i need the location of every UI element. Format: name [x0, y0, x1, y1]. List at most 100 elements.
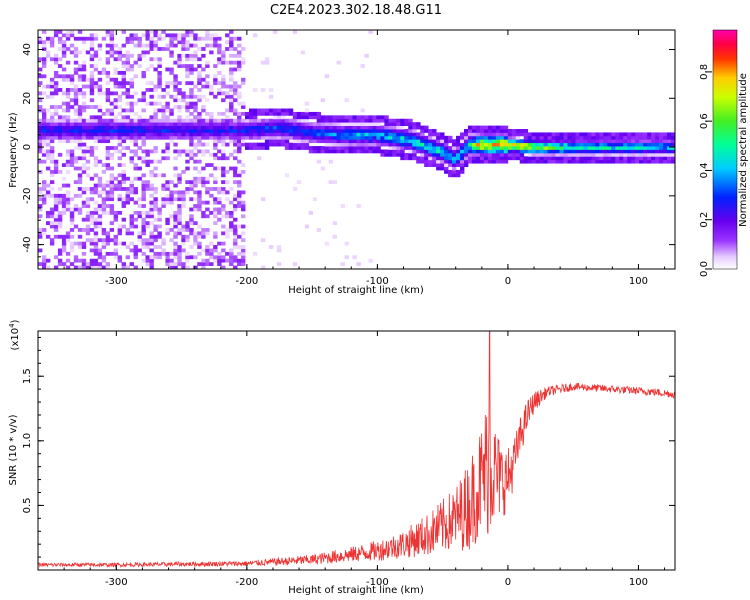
heatmap-cell [463, 142, 469, 147]
heatmap-cell [185, 43, 190, 48]
heatmap-cell [137, 214, 142, 219]
heatmap-cell [205, 74, 210, 79]
heatmap-cell [109, 43, 115, 48]
heatmap-cell [352, 125, 357, 130]
heatmap-cell [161, 173, 166, 178]
heatmap-cell [225, 180, 230, 185]
heatmap-cell [388, 149, 393, 154]
heatmap-cell [65, 234, 71, 239]
heatmap-cell [527, 156, 533, 161]
heatmap-cell [372, 146, 377, 150]
heatmap-cell [519, 149, 525, 154]
heatmap-cell [475, 139, 481, 144]
heatmap-cell [185, 258, 190, 263]
heatmap-cell [619, 135, 624, 140]
heatmap-cell [205, 142, 210, 147]
heatmap-cell [85, 84, 91, 89]
heatmap-cell [599, 132, 604, 137]
heatmap-cell [161, 111, 166, 116]
heatmap-cell [487, 146, 493, 150]
heatmap-cell [141, 197, 146, 202]
heatmap-cell [133, 91, 138, 96]
heatmap-cell [117, 122, 123, 126]
heatmap-cell [591, 132, 596, 137]
heatmap-cell [324, 125, 330, 130]
heatmap-cell [177, 108, 182, 113]
heatmap-cell [479, 156, 485, 161]
heatmap-cell [65, 197, 71, 202]
heatmap-cell [137, 98, 142, 103]
heatmap-cell [97, 193, 103, 198]
heatmap-cell [491, 146, 497, 150]
heatmap-cell [304, 125, 310, 130]
heatmap-cell [41, 135, 47, 140]
heatmap-cell [181, 132, 186, 137]
heatmap-cell [69, 33, 75, 38]
heatmap-cell [384, 122, 389, 126]
heatmap-cell [157, 173, 162, 178]
heatmap-cell [221, 81, 226, 86]
heatmap-cell [77, 132, 83, 137]
heatmap-cell [109, 251, 115, 256]
heatmap-cell [161, 108, 166, 113]
heatmap-cell [519, 156, 525, 161]
heatmap-cell [89, 265, 95, 269]
heatmap-cell [467, 149, 473, 154]
heatmap-cell [631, 152, 636, 157]
heatmap-cell [300, 129, 306, 133]
heatmap-cell [221, 224, 226, 229]
heatmap-cell [607, 142, 612, 147]
heatmap-cell [308, 125, 314, 130]
heatmap-cell [328, 159, 334, 164]
heatmap-cell [157, 57, 162, 62]
heatmap-cell [38, 149, 43, 154]
heatmap-cell [129, 224, 134, 229]
heatmap-cell [440, 132, 445, 137]
heatmap-cell [559, 159, 564, 164]
heatmap-cell [117, 241, 123, 246]
heatmap-cell [221, 53, 226, 58]
heatmap-cell [121, 204, 126, 208]
heatmap-cell [424, 129, 429, 133]
heatmap-cell [85, 224, 91, 229]
heatmap-cell [185, 159, 190, 164]
heatmap-cell [117, 118, 123, 123]
heatmap-cell [133, 217, 138, 222]
heatmap-cell [460, 139, 465, 144]
heatmap-cell [129, 94, 134, 99]
heatmap-cell [213, 36, 218, 41]
heatmap-cell [65, 122, 71, 126]
heatmap-cell [579, 146, 584, 150]
heatmap-cell [93, 163, 99, 167]
heatmap-cell [149, 238, 154, 243]
heatmap-cell [611, 149, 616, 154]
heatmap-cell [149, 36, 154, 41]
heatmap-cell [41, 255, 47, 260]
heatmap-cell [225, 40, 230, 45]
heatmap-cell [141, 125, 146, 130]
heatmap-cell [583, 146, 588, 150]
heatmap-cell [153, 122, 158, 126]
heatmap-cell [69, 163, 75, 167]
heatmap-cell [141, 50, 146, 55]
heatmap-cell [169, 81, 174, 86]
heatmap-cell [201, 67, 206, 72]
heatmap-cell [316, 129, 322, 133]
heatmap-cell [105, 111, 111, 116]
heatmap-cell [647, 152, 652, 157]
heatmap-cell [233, 91, 238, 96]
heatmap-cell [77, 105, 83, 109]
heatmap-cell [300, 125, 306, 130]
heatmap-cell [81, 142, 87, 147]
heatmap-cell [563, 135, 568, 140]
heatmap-cell [599, 149, 604, 154]
heatmap-cell [663, 135, 668, 140]
heatmap-cell [121, 132, 126, 137]
heatmap-cell [49, 118, 55, 123]
heatmap-cell [639, 142, 644, 147]
heatmap-cell [400, 129, 405, 133]
heatmap-cell [400, 152, 405, 157]
heatmap-cell [611, 152, 616, 157]
heatmap-cell [105, 118, 111, 123]
heatmap-cell [380, 132, 385, 137]
